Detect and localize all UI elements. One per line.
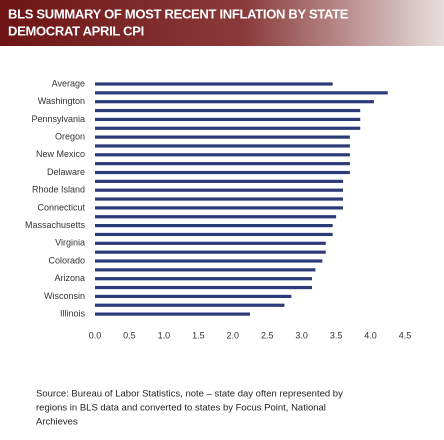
bar bbox=[95, 100, 374, 104]
bar bbox=[95, 294, 292, 298]
chart-title: BLS SUMMARY OF MOST RECENT INFLATION BY … bbox=[8, 6, 349, 21]
x-tick-label: 0.5 bbox=[123, 330, 136, 340]
bar bbox=[95, 206, 343, 210]
y-tick-label: Wisconsin bbox=[44, 291, 85, 301]
bar bbox=[95, 188, 343, 192]
bar bbox=[95, 126, 361, 130]
source-note: regions in BLS data and converted to sta… bbox=[36, 403, 326, 414]
bar bbox=[95, 117, 361, 121]
bar bbox=[95, 135, 350, 139]
y-tick-label: Delaware bbox=[47, 167, 85, 177]
y-tick-label: Illinois bbox=[60, 308, 86, 318]
x-tick-label: 4.0 bbox=[364, 330, 377, 340]
bar bbox=[95, 224, 333, 228]
bar bbox=[95, 162, 350, 166]
bar bbox=[95, 215, 337, 219]
bar bbox=[95, 170, 350, 175]
chart-title: DEMOCRAT APRIL CPI bbox=[8, 23, 144, 38]
bar bbox=[95, 179, 343, 183]
y-tick-label: Washington bbox=[38, 96, 85, 106]
y-tick-label: Colorado bbox=[48, 255, 85, 265]
bar bbox=[95, 108, 361, 113]
x-tick-label: 4.5 bbox=[399, 330, 412, 340]
x-tick-label: 3.5 bbox=[330, 330, 343, 340]
bar bbox=[95, 197, 343, 201]
bar bbox=[95, 82, 333, 86]
x-tick-label: 1.5 bbox=[192, 330, 205, 340]
y-tick-label: Connecticut bbox=[37, 202, 85, 212]
bar bbox=[95, 303, 285, 307]
x-tick-label: 2.0 bbox=[227, 330, 240, 340]
y-tick-label: Massachusetts bbox=[25, 220, 86, 230]
y-tick-label: Rhode Island bbox=[32, 185, 85, 195]
bar bbox=[95, 277, 312, 281]
source-note: Archieves bbox=[36, 417, 78, 428]
bar bbox=[95, 232, 333, 237]
bar bbox=[95, 268, 316, 272]
bar bbox=[95, 250, 326, 254]
y-tick-label: Pennsylvania bbox=[31, 114, 85, 124]
bar bbox=[95, 91, 388, 95]
x-tick-label: 2.5 bbox=[261, 330, 274, 340]
bar bbox=[95, 144, 350, 148]
y-tick-label: Oregon bbox=[55, 131, 85, 141]
y-tick-label: Virginia bbox=[55, 238, 85, 248]
x-tick-label: 1.0 bbox=[158, 330, 171, 340]
y-tick-label: New Mexico bbox=[36, 149, 85, 159]
source-note: Source: Bureau of Labor Statistics, note… bbox=[36, 389, 343, 400]
x-tick-label: 3.0 bbox=[295, 330, 308, 340]
bar bbox=[95, 241, 326, 245]
header-banner bbox=[0, 0, 444, 46]
x-tick-label: 0.0 bbox=[89, 330, 102, 340]
y-tick-label: Arizona bbox=[54, 273, 85, 283]
bar bbox=[95, 153, 350, 157]
bar bbox=[95, 312, 250, 316]
y-tick-label: Average bbox=[52, 78, 85, 88]
bar bbox=[95, 285, 312, 290]
bar bbox=[95, 259, 323, 263]
